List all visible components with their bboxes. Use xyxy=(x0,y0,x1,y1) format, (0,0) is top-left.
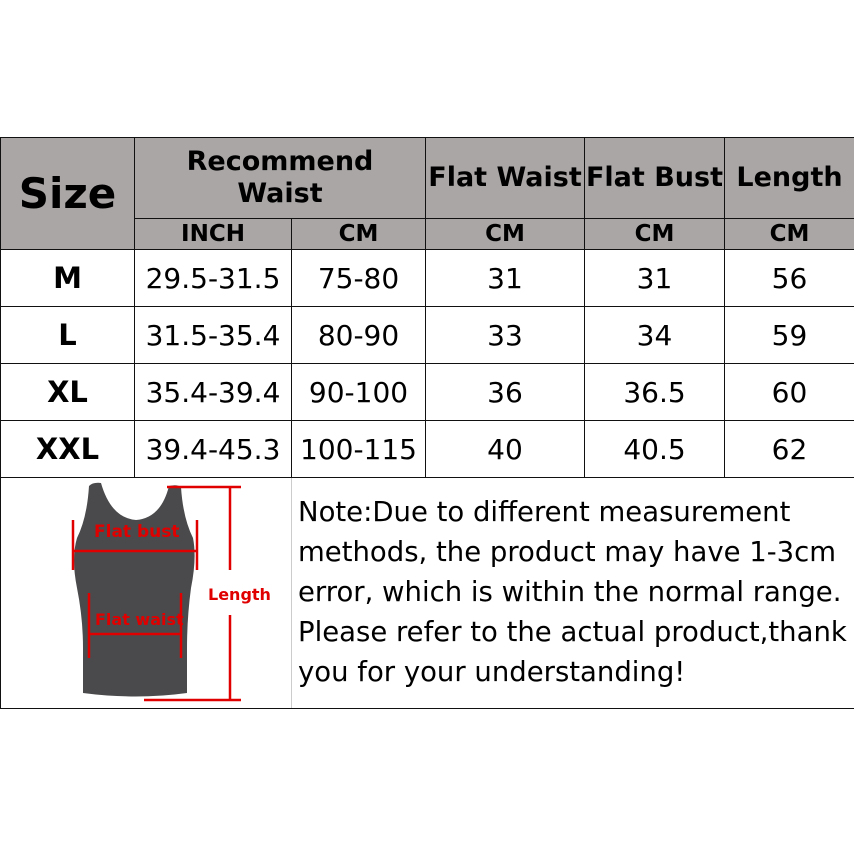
unit-cm: CM xyxy=(425,218,585,250)
flat-bust-cell: 31 xyxy=(584,249,725,307)
tank-top-diagram: Flat bust Flat waist Length xyxy=(71,482,271,702)
cm-cell: 75-80 xyxy=(291,249,426,307)
length-cell: 62 xyxy=(724,420,854,478)
cm-cell: 90-100 xyxy=(291,363,426,421)
inch-cell: 35.4-39.4 xyxy=(134,363,292,421)
flat-waist-cell: 36 xyxy=(425,363,585,421)
header-flat-waist: Flat Waist xyxy=(425,137,585,219)
flat-bust-cell: 34 xyxy=(584,306,725,364)
size-cell: XXL xyxy=(0,420,135,478)
note-text: Note:Due to different measurement method… xyxy=(291,477,854,709)
table-row: XL 35.4-39.4 90-100 36 36.5 60 xyxy=(0,363,854,421)
tank-top-image xyxy=(74,482,195,697)
flat-bust-cell: 36.5 xyxy=(584,363,725,421)
table-row: XXL 39.4-45.3 100-115 40 40.5 62 xyxy=(0,420,854,478)
measurement-diagram: Flat bust Flat waist Length xyxy=(0,477,292,709)
flat-bust-label: Flat bust xyxy=(94,522,179,542)
unit-cm: CM xyxy=(724,218,854,250)
header-recommend-waist: Recommend Waist xyxy=(134,137,426,219)
unit-inch: INCH xyxy=(134,218,292,250)
length-cell: 60 xyxy=(724,363,854,421)
flat-waist-cell: 40 xyxy=(425,420,585,478)
cm-cell: 100-115 xyxy=(291,420,426,478)
flat-waist-label: Flat waist xyxy=(95,610,184,629)
measure-lines xyxy=(71,485,241,702)
flat-bust-cell: 40.5 xyxy=(584,420,725,478)
cm-cell: 80-90 xyxy=(291,306,426,364)
inch-cell: 39.4-45.3 xyxy=(134,420,292,478)
inch-cell: 29.5-31.5 xyxy=(134,249,292,307)
size-cell: L xyxy=(0,306,135,364)
length-label: Length xyxy=(208,585,271,604)
length-cell: 59 xyxy=(724,306,854,364)
unit-cm: CM xyxy=(584,218,725,250)
table-row: M 29.5-31.5 75-80 31 31 56 xyxy=(0,249,854,307)
header-length: Length xyxy=(724,137,854,219)
table-row: L 31.5-35.4 80-90 33 34 59 xyxy=(0,306,854,364)
length-cell: 56 xyxy=(724,249,854,307)
size-cell: XL xyxy=(0,363,135,421)
flat-waist-cell: 31 xyxy=(425,249,585,307)
size-cell: M xyxy=(0,249,135,307)
inch-cell: 31.5-35.4 xyxy=(134,306,292,364)
unit-cm: CM xyxy=(291,218,426,250)
header-flat-bust: Flat Bust xyxy=(584,137,725,219)
flat-waist-cell: 33 xyxy=(425,306,585,364)
size-chart-table: Size Recommend Waist Flat Waist Flat Bus… xyxy=(0,137,854,709)
header-size: Size xyxy=(0,137,135,250)
